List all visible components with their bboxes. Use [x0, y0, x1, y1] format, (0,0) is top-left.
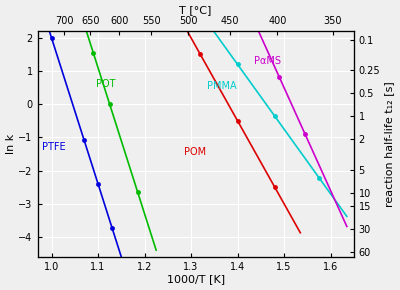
Text: PMMA: PMMA — [207, 81, 237, 91]
Text: POT: POT — [96, 79, 115, 89]
Text: PTFE: PTFE — [42, 142, 66, 152]
X-axis label: T [°C]: T [°C] — [180, 6, 212, 16]
Text: POM: POM — [184, 147, 206, 157]
Text: PαMS: PαMS — [254, 56, 281, 66]
Y-axis label: ln k: ln k — [6, 134, 16, 154]
Y-axis label: reaction half-life t₁₂ [s]: reaction half-life t₁₂ [s] — [384, 81, 394, 207]
X-axis label: 1000/T [K]: 1000/T [K] — [167, 274, 225, 284]
